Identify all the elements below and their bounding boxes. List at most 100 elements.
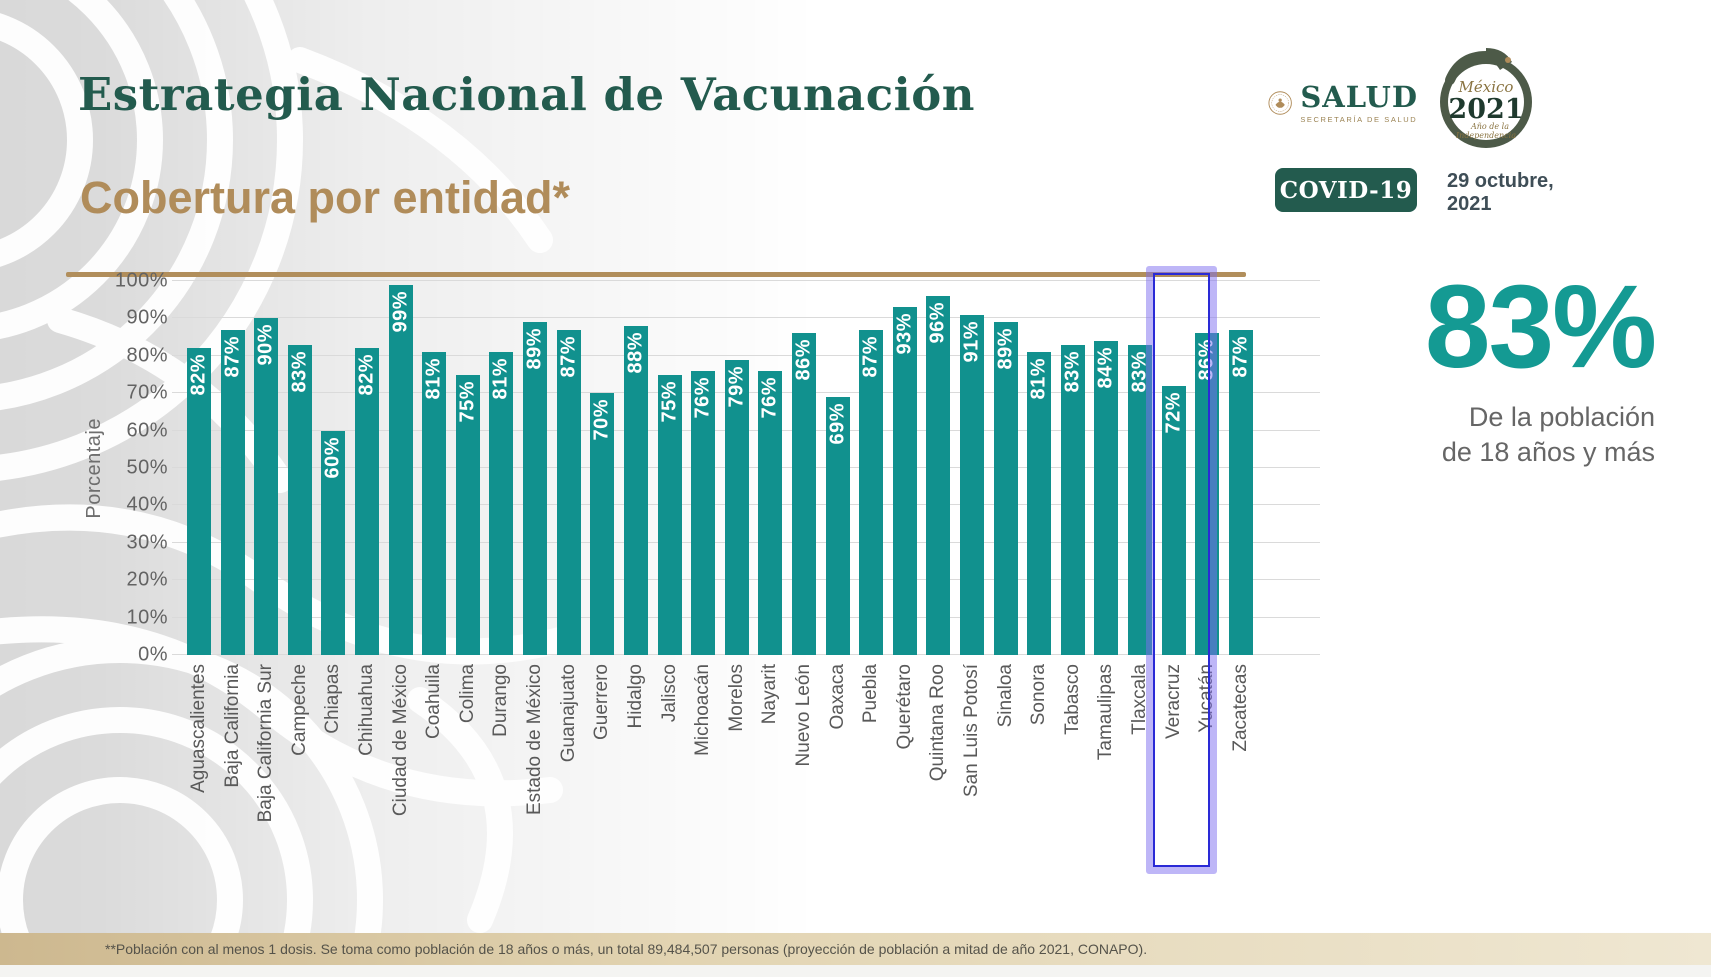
gridline: [172, 354, 1320, 356]
date-label: 29 octubre, 2021: [1447, 170, 1554, 215]
bar-value-label: 81%: [1027, 358, 1050, 400]
gridline: [172, 317, 1320, 319]
bar-puebla: 87%: [859, 329, 884, 655]
gold-divider: [66, 272, 1246, 277]
y-tick-label: 10%: [126, 606, 168, 629]
bar-value-label: 75%: [456, 380, 479, 423]
x-axis-label-cell: Nuevo León: [792, 664, 816, 909]
bar-baja-california: 87%: [220, 329, 245, 655]
bar-value-label: 86%: [792, 339, 815, 381]
bar-value-label: 83%: [1061, 350, 1084, 393]
x-axis-label: Querétaro: [893, 664, 915, 750]
y-tick-label: 100%: [114, 269, 168, 292]
bar-guerrero: 70%: [590, 393, 615, 655]
mx-logo-line1: Año de la: [1470, 122, 1509, 131]
svg-text:2021: 2021: [1448, 94, 1523, 125]
bar-nayarit: 76%: [758, 370, 783, 655]
x-axis-label-cell: Aguascalientes: [187, 664, 211, 909]
bar-chihuahua: 82%: [355, 348, 380, 655]
bar-morelos: 79%: [724, 359, 749, 655]
stat-caption: De la población de 18 años y más: [1441, 402, 1655, 468]
bar-durango: 81%: [489, 352, 514, 655]
bar-value-label: 87%: [1229, 335, 1252, 378]
x-axis-label-cell: Tamaulipas: [1094, 664, 1118, 909]
bar-colima: 75%: [455, 374, 480, 655]
salud-logo: SALUD SECRETARÍA DE SALUD: [1268, 72, 1418, 134]
x-axis-label: Michoacán: [692, 664, 714, 756]
salud-seal-icon: [1268, 91, 1292, 115]
x-axis-label-cell: Colima: [456, 664, 480, 909]
bar-guanajuato: 87%: [556, 329, 581, 655]
x-axis-label-cell: Sonora: [1027, 664, 1051, 909]
x-axis-label: Chiapas: [322, 664, 344, 734]
bar-tabasco: 83%: [1060, 344, 1085, 655]
y-tick-label: 80%: [126, 344, 168, 367]
bar-value-label: 82%: [355, 354, 378, 396]
x-axis-label: Baja California: [221, 664, 243, 788]
x-axis-label-cell: Zacatecas: [1229, 664, 1253, 909]
mexico-2021-logo: México 2021 Año de la Independencia: [1440, 48, 1532, 148]
x-axis-label-cell: Guerrero: [590, 664, 614, 909]
x-axis-label-cell: Hidalgo: [624, 664, 648, 909]
y-axis-ticks: 0% 10% 20% 30% 40% 50% 60% 70% 80% 90% 100%: [84, 270, 168, 666]
bar-value-label: 79%: [725, 365, 748, 408]
bar-michoacán: 76%: [691, 370, 716, 655]
gridline: [172, 280, 1320, 281]
x-axis-label: Coahuila: [423, 664, 445, 739]
bar-value-label: 91%: [960, 320, 983, 363]
bottom-strip: [0, 965, 1711, 977]
bar-zacatecas: 87%: [1228, 329, 1253, 655]
bar-veracruz: 72%: [1161, 385, 1186, 655]
bar-baja-california-sur: 90%: [254, 318, 279, 655]
x-axis-label-cell: Querétaro: [893, 664, 917, 909]
x-axis-label-cell: Baja California: [221, 664, 245, 909]
x-axis-label: Nayarit: [759, 664, 781, 725]
salud-logo-subtext: SECRETARÍA DE SALUD: [1300, 114, 1418, 124]
x-axis-label: San Luis Potosí: [961, 664, 983, 798]
x-axis-label-cell: Puebla: [859, 664, 883, 909]
bar-value-label: 81%: [489, 358, 512, 400]
bar-value-label: 93%: [893, 313, 916, 355]
x-axis-label-cell: Sinaloa: [994, 664, 1018, 909]
x-axis-label: Nuevo León: [792, 664, 814, 767]
x-axis-label: Tamaulipas: [1095, 664, 1117, 761]
x-axis-label: Morelos: [725, 664, 747, 732]
x-axis-label: Ciudad de México: [389, 664, 411, 817]
x-axis-label-cell: Jalisco: [658, 664, 682, 909]
x-axis-label-cell: Baja California Sur: [254, 664, 278, 909]
footnote-bar: **Población con al menos 1 dosis. Se tom…: [0, 933, 1711, 965]
y-tick-label: 60%: [126, 419, 168, 442]
x-axis-label: Guanajuato: [557, 664, 579, 763]
bar-value-label: 87%: [859, 335, 882, 378]
bar-aguascalientes: 82%: [187, 348, 211, 655]
bar-value-label: 69%: [826, 402, 849, 445]
bar-tamaulipas: 84%: [1094, 340, 1119, 655]
x-axis-label-cell: Coahuila: [422, 664, 446, 909]
x-axis-label: Jalisco: [658, 664, 680, 723]
bar-value-label: 89%: [994, 328, 1017, 370]
x-axis-label-cell: San Luis Potosí: [960, 664, 984, 909]
bar-quintana-roo: 96%: [926, 295, 951, 655]
x-axis-label: Campeche: [288, 664, 310, 756]
x-axis-label-cell: Guanajuato: [557, 664, 581, 909]
x-axis-label-cell: Chiapas: [321, 664, 345, 909]
veracruz-highlight-inner-border: [1153, 273, 1210, 867]
x-axis-label: Chihuahua: [356, 664, 378, 756]
bars: 82% 87% 90% 83% 60% 82% 99% 81% 75% 81% 89% 87% 70% 8…: [187, 281, 1253, 655]
bar-nuevo-león: 86%: [791, 333, 816, 655]
x-axis-label: Baja California Sur: [255, 664, 277, 823]
x-axis-label-cell: Quintana Roo: [926, 664, 950, 909]
x-axis-label: Tabasco: [1061, 664, 1083, 735]
x-axis-label: Guerrero: [591, 664, 613, 741]
x-axis-label-cell: Estado de México: [523, 664, 547, 909]
y-tick-label: 30%: [126, 531, 168, 554]
y-tick-label: 40%: [126, 493, 168, 516]
y-tick-label: 20%: [126, 568, 168, 591]
x-axis-label: Aguascalientes: [188, 664, 209, 793]
bar-campeche: 83%: [287, 344, 312, 655]
bar-value-label: 60%: [321, 436, 344, 479]
x-axis-label: Durango: [490, 664, 512, 737]
bar-value-label: 87%: [221, 335, 244, 378]
bar-coahuila: 81%: [422, 352, 447, 655]
bar-value-label: 99%: [389, 290, 412, 333]
